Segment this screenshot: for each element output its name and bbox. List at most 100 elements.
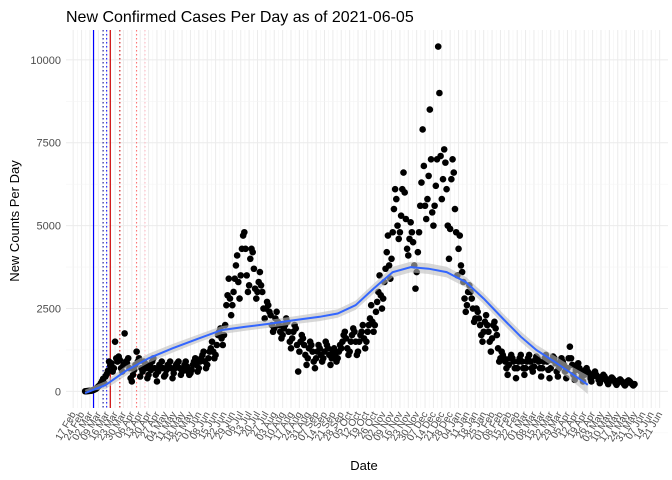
data-point bbox=[420, 162, 428, 170]
data-point bbox=[463, 301, 471, 309]
data-point bbox=[111, 338, 119, 345]
data-point bbox=[288, 335, 296, 342]
data-point bbox=[355, 338, 363, 345]
data-point bbox=[402, 215, 410, 223]
data-point bbox=[241, 228, 248, 236]
data-point bbox=[116, 356, 124, 364]
data-point bbox=[250, 265, 258, 273]
data-point bbox=[487, 348, 495, 355]
data-point bbox=[574, 359, 582, 367]
data-point bbox=[136, 373, 144, 380]
data-point bbox=[400, 169, 407, 176]
data-point bbox=[273, 308, 280, 316]
y-tick-label: 2500 bbox=[37, 304, 61, 316]
data-point bbox=[342, 335, 350, 342]
data-point bbox=[205, 354, 212, 362]
data-point bbox=[407, 219, 414, 226]
data-point bbox=[219, 341, 227, 349]
data-point bbox=[309, 348, 316, 355]
data-point bbox=[396, 228, 404, 236]
y-axis-ticks: 0 2500 5000 7500 10000 bbox=[30, 55, 61, 399]
data-point bbox=[361, 345, 369, 352]
data-point bbox=[419, 126, 426, 133]
data-point bbox=[485, 328, 492, 336]
data-point bbox=[258, 288, 266, 296]
data-point bbox=[474, 308, 482, 316]
data-point bbox=[424, 195, 431, 203]
data-point bbox=[412, 285, 419, 292]
grid-lines bbox=[66, 30, 668, 434]
data-point bbox=[408, 228, 416, 236]
data-point bbox=[235, 278, 242, 286]
data-point bbox=[391, 185, 399, 193]
smooth-line bbox=[84, 266, 589, 395]
data-point bbox=[223, 301, 230, 309]
data-point bbox=[517, 351, 525, 359]
data-point bbox=[547, 364, 555, 372]
data-point bbox=[170, 369, 178, 377]
data-point bbox=[121, 330, 128, 337]
data-point bbox=[401, 189, 409, 196]
data-point bbox=[546, 374, 553, 382]
data-point bbox=[267, 311, 274, 319]
data-point bbox=[254, 288, 261, 296]
data-point bbox=[244, 288, 252, 296]
data-point bbox=[461, 295, 468, 302]
data-point bbox=[521, 371, 528, 379]
data-point bbox=[418, 179, 425, 186]
data-point bbox=[320, 354, 327, 362]
data-point bbox=[299, 335, 307, 342]
data-point bbox=[450, 169, 458, 176]
data-point bbox=[468, 295, 476, 302]
data-point bbox=[383, 248, 391, 256]
data-point bbox=[153, 378, 161, 385]
data-point bbox=[522, 364, 529, 372]
data-point bbox=[308, 341, 315, 349]
data-point bbox=[529, 368, 537, 375]
data-point bbox=[409, 238, 417, 246]
data-point bbox=[203, 361, 211, 369]
data-point bbox=[226, 295, 234, 302]
data-point bbox=[403, 245, 411, 253]
data-point bbox=[393, 195, 400, 203]
data-point bbox=[285, 328, 292, 336]
data-point bbox=[245, 282, 253, 289]
data-point bbox=[346, 348, 353, 355]
reference-lines bbox=[92, 30, 146, 408]
data-point bbox=[324, 345, 332, 352]
data-point bbox=[455, 245, 462, 253]
data-point bbox=[237, 272, 245, 279]
data-point bbox=[440, 146, 448, 153]
data-point bbox=[367, 301, 375, 309]
data-point bbox=[279, 331, 286, 339]
data-point bbox=[414, 248, 422, 256]
data-point bbox=[436, 89, 443, 97]
data-point bbox=[363, 338, 370, 345]
smooth-trend bbox=[84, 261, 589, 395]
data-point bbox=[510, 358, 517, 365]
data-point bbox=[334, 354, 341, 362]
data-point bbox=[129, 371, 137, 379]
y-tick-label: 10000 bbox=[30, 55, 61, 67]
data-point bbox=[358, 328, 365, 336]
data-point bbox=[458, 268, 466, 276]
data-point bbox=[110, 364, 118, 372]
data-point bbox=[518, 358, 526, 365]
data-point bbox=[183, 363, 191, 370]
data-point bbox=[439, 175, 447, 183]
data-point bbox=[233, 252, 241, 259]
data-point bbox=[247, 255, 254, 263]
data-point bbox=[191, 354, 199, 362]
data-point bbox=[182, 358, 189, 365]
data-point bbox=[327, 361, 334, 369]
data-point bbox=[443, 185, 450, 193]
data-point bbox=[256, 268, 264, 276]
chart-title: New Confirmed Cases Per Day as of 2021-0… bbox=[66, 9, 414, 26]
data-point bbox=[227, 311, 235, 319]
data-point bbox=[389, 228, 397, 236]
data-point bbox=[448, 175, 455, 183]
y-tick-label: 5000 bbox=[37, 221, 61, 233]
data-point bbox=[525, 351, 533, 359]
